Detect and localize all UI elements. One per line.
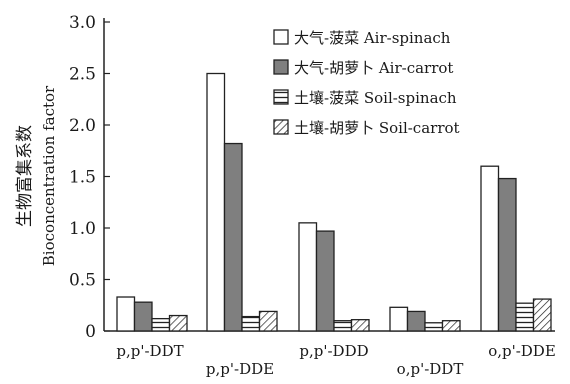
bar-p,p'-DDE-1 bbox=[223, 142, 243, 332]
category-labels: p,p'-DDT p,p'-DDE p,p'-DDD o,p'-DDT o,p'-DDE bbox=[116, 342, 555, 378]
y-tick-label: 2.5 bbox=[69, 65, 96, 85]
y-tick-label: 3.0 bbox=[69, 13, 96, 33]
bar-o,p'-DDT-0 bbox=[389, 306, 409, 332]
bar-p,p'-DDT-0 bbox=[116, 296, 136, 332]
bar-p,p'-DDT-2 bbox=[151, 317, 171, 332]
bar-p,p'-DDE-2 bbox=[241, 315, 261, 332]
bar-p,p'-DDD-1 bbox=[315, 230, 335, 332]
y-tick-label: 2.0 bbox=[69, 116, 96, 136]
y-tick-label: 1.0 bbox=[69, 219, 96, 239]
bar-o,p'-DDE-1 bbox=[497, 177, 517, 332]
bar-p,p'-DDT-1 bbox=[133, 301, 153, 332]
legend-swatch bbox=[273, 29, 289, 45]
legend-label: 大气-胡萝卜 Air-carrot bbox=[294, 59, 453, 77]
bar-p,p'-DDE-0 bbox=[206, 72, 226, 332]
bars bbox=[116, 72, 552, 332]
category-label: p,p'-DDT bbox=[116, 342, 183, 360]
bar-p,p'-DDT-3 bbox=[168, 314, 188, 332]
bar-p,p'-DDD-0 bbox=[298, 222, 318, 332]
bar-o,p'-DDE-2 bbox=[515, 302, 535, 332]
bar-o,p'-DDT-3 bbox=[441, 320, 461, 332]
category-label: o,p'-DDT bbox=[397, 360, 464, 378]
y-tick-label: 0.5 bbox=[69, 271, 96, 291]
legend-swatch bbox=[273, 59, 289, 75]
bar-o,p'-DDE-3 bbox=[532, 298, 552, 332]
legend-label: 大气-菠菜 Air-spinach bbox=[294, 29, 451, 47]
category-label: p,p'-DDE bbox=[206, 360, 274, 378]
y-axis-ticks: 0 0.5 1.0 1.5 2.0 2.5 3.0 bbox=[69, 13, 110, 342]
bar-o,p'-DDE-0 bbox=[480, 165, 500, 332]
bar-p,p'-DDE-3 bbox=[258, 310, 278, 332]
y-axis-title-english: Bioconcentration factor bbox=[40, 85, 58, 266]
legend-swatch bbox=[273, 89, 289, 105]
bar-o,p'-DDT-1 bbox=[406, 310, 426, 332]
bar-o,p'-DDT-2 bbox=[424, 322, 444, 332]
legend: 大气-菠菜 Air-spinach 大气-胡萝卜 Air-carrot 土壤-菠菜 … bbox=[273, 29, 460, 137]
y-tick-label: 1.5 bbox=[69, 168, 96, 188]
y-axis-title-chinese: 生物富集系数 bbox=[15, 125, 35, 227]
category-label: o,p'-DDE bbox=[488, 342, 556, 360]
category-label: p,p'-DDD bbox=[299, 342, 368, 360]
legend-label: 土壤-胡萝卜 Soil-carrot bbox=[294, 119, 460, 137]
legend-label: 土壤-菠菜 Soil-spinach bbox=[294, 89, 457, 107]
y-tick-label: 0 bbox=[85, 322, 96, 342]
legend-swatch bbox=[273, 119, 289, 135]
bar-p,p'-DDD-2 bbox=[333, 320, 353, 332]
bar-p,p'-DDD-3 bbox=[350, 319, 370, 332]
